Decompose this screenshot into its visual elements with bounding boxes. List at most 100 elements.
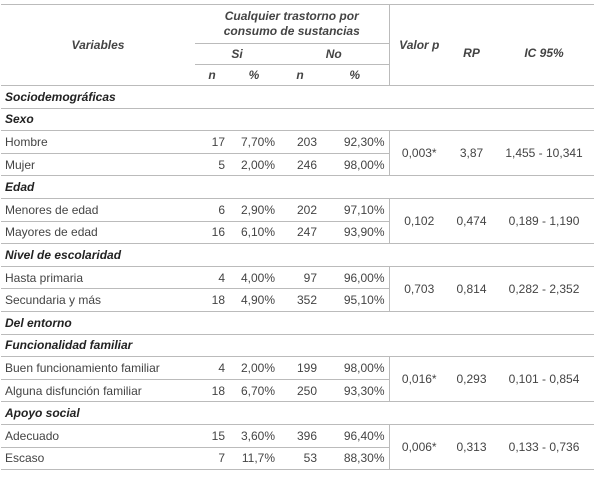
data-row: Hasta primaria 4 4,00% 97 96,00% 0,703 0,814 0,…: [1, 266, 595, 312]
header-cell: %: [321, 64, 390, 86]
data-row: Mujer 5 2,00% 246 98,00%: [1, 153, 594, 177]
data-table: Variables Cualquier trastorno por consum…: [1, 4, 595, 471]
cell: 96,00%: [321, 266, 390, 290]
cell: 4,00%: [229, 266, 279, 290]
row-label: Hasta primaria: [1, 266, 195, 290]
p-value: 0,016*: [388, 356, 450, 403]
cell: 98,00%: [321, 356, 390, 380]
ic-value: 0,189 - 1,190: [494, 198, 595, 245]
section-title: Del entorno: [1, 311, 595, 335]
group-title: Funcionalidad familiar: [1, 334, 595, 358]
row-label: Alguna disfunción familiar: [1, 379, 195, 403]
cell: 18: [195, 379, 229, 403]
group-title: Sexo: [1, 108, 595, 132]
cell: 2,00%: [229, 153, 279, 177]
header-cell: IC 95%: [494, 4, 595, 86]
cell: 53: [279, 447, 321, 471]
data-row: Mayores de edad 16 6,10% 247 93,90%: [1, 221, 594, 245]
table-body: Sociodemográficas Sexo Hombre 17 7,70% 203 92,…: [1, 85, 595, 471]
row-label: Secundaria y más: [1, 288, 195, 312]
cell: 97: [279, 266, 321, 290]
cell: 352: [279, 288, 321, 312]
table-header: Variables Cualquier trastorno por consum…: [1, 4, 595, 86]
row-label: Escaso: [1, 447, 195, 471]
header-cell: n: [279, 64, 321, 86]
cell: 4: [195, 266, 229, 290]
ic-value: 0,101 - 0,854: [494, 356, 595, 403]
cell: 203: [279, 130, 321, 154]
cell: 98,00%: [321, 153, 390, 177]
cell: 11,7%: [229, 447, 279, 471]
cell: 3,60%: [229, 424, 279, 448]
rp-value: 0,313: [449, 424, 495, 471]
header-cell: %: [229, 64, 279, 86]
cell: 88,30%: [321, 447, 390, 471]
section-row: Del entorno: [1, 311, 595, 335]
cell: 97,10%: [321, 198, 390, 222]
cell: 4: [195, 356, 229, 380]
row-label: Mayores de edad: [1, 221, 195, 245]
cell: 6,10%: [229, 221, 279, 245]
rp-value: 0,814: [449, 266, 495, 312]
p-value: 0,102: [388, 198, 450, 245]
p-value: 0,006*: [388, 424, 450, 471]
cell: 396: [279, 424, 321, 448]
cell: 96,40%: [321, 424, 390, 448]
p-value: 0,003*: [388, 130, 450, 177]
section-row: Sociodemográficas: [1, 85, 595, 109]
cell: 5: [195, 153, 229, 177]
cell: 93,90%: [321, 221, 390, 245]
cell: 18: [195, 288, 229, 312]
section-title: Sociodemográficas: [1, 85, 595, 109]
ic-value: 0,133 - 0,736: [494, 424, 595, 471]
cell: 4,90%: [229, 288, 279, 312]
cell: 7: [195, 447, 229, 471]
row-label: Mujer: [1, 153, 195, 177]
group-row: Apoyo social: [1, 401, 595, 425]
header-cell: RP: [449, 4, 495, 86]
cell: 2,90%: [229, 198, 279, 222]
cell: 250: [279, 379, 321, 403]
data-row: Alguna disfunción familiar 18 6,70% 250 93,3…: [1, 379, 594, 403]
row-label: Adecuado: [1, 424, 195, 448]
cell: 16: [195, 221, 229, 245]
row-label: Hombre: [1, 130, 195, 154]
header-cell: No: [279, 43, 390, 65]
cell: 92,30%: [321, 130, 390, 154]
cell: 7,70%: [229, 130, 279, 154]
cell: 202: [279, 198, 321, 222]
row-label: Buen funcionamiento familiar: [1, 356, 195, 380]
header-cell: Cualquier trastorno por consumo de susta…: [195, 4, 390, 44]
data-row: Escaso 7 11,7% 53 88,30%: [1, 447, 594, 471]
header-cell: Si: [195, 43, 279, 65]
cell: 15: [195, 424, 229, 448]
data-row: Secundaria y más 18 4,90% 352 95,10%: [1, 288, 594, 312]
cell: 247: [279, 221, 321, 245]
rp-value: 3,87: [449, 130, 495, 177]
header-cell: Variables: [1, 4, 195, 86]
cell: 246: [279, 153, 321, 177]
group-row: Edad: [1, 175, 595, 199]
group-row: Funcionalidad familiar: [1, 334, 595, 358]
cell: 95,10%: [321, 288, 390, 312]
ic-value: 0,282 - 2,352: [494, 266, 595, 312]
cell: 6: [195, 198, 229, 222]
group-title: Edad: [1, 175, 595, 199]
page: Variables Cualquier trastorno por consum…: [0, 4, 595, 481]
rp-value: 0,474: [449, 198, 495, 245]
data-row: Hombre 17 7,70% 203 92,30% 0,003* 3,87 1,455 - …: [1, 130, 595, 177]
row-label: Menores de edad: [1, 198, 195, 222]
ic-value: 1,455 - 10,341: [494, 130, 595, 177]
cell: 199: [279, 356, 321, 380]
header-cell: n: [195, 64, 229, 86]
cell: 93,30%: [321, 379, 390, 403]
cell: 17: [195, 130, 229, 154]
group-title: Apoyo social: [1, 401, 595, 425]
cell: 6,70%: [229, 379, 279, 403]
data-row: Buen funcionamiento familiar 4 2,00% 199 98,…: [1, 356, 595, 403]
group-title: Nivel de escolaridad: [1, 243, 595, 267]
cell: 2,00%: [229, 356, 279, 380]
data-row: Menores de edad 6 2,90% 202 97,10% 0,102 0,474…: [1, 198, 595, 245]
group-row: Nivel de escolaridad: [1, 243, 595, 267]
p-value: 0,703: [388, 266, 450, 312]
